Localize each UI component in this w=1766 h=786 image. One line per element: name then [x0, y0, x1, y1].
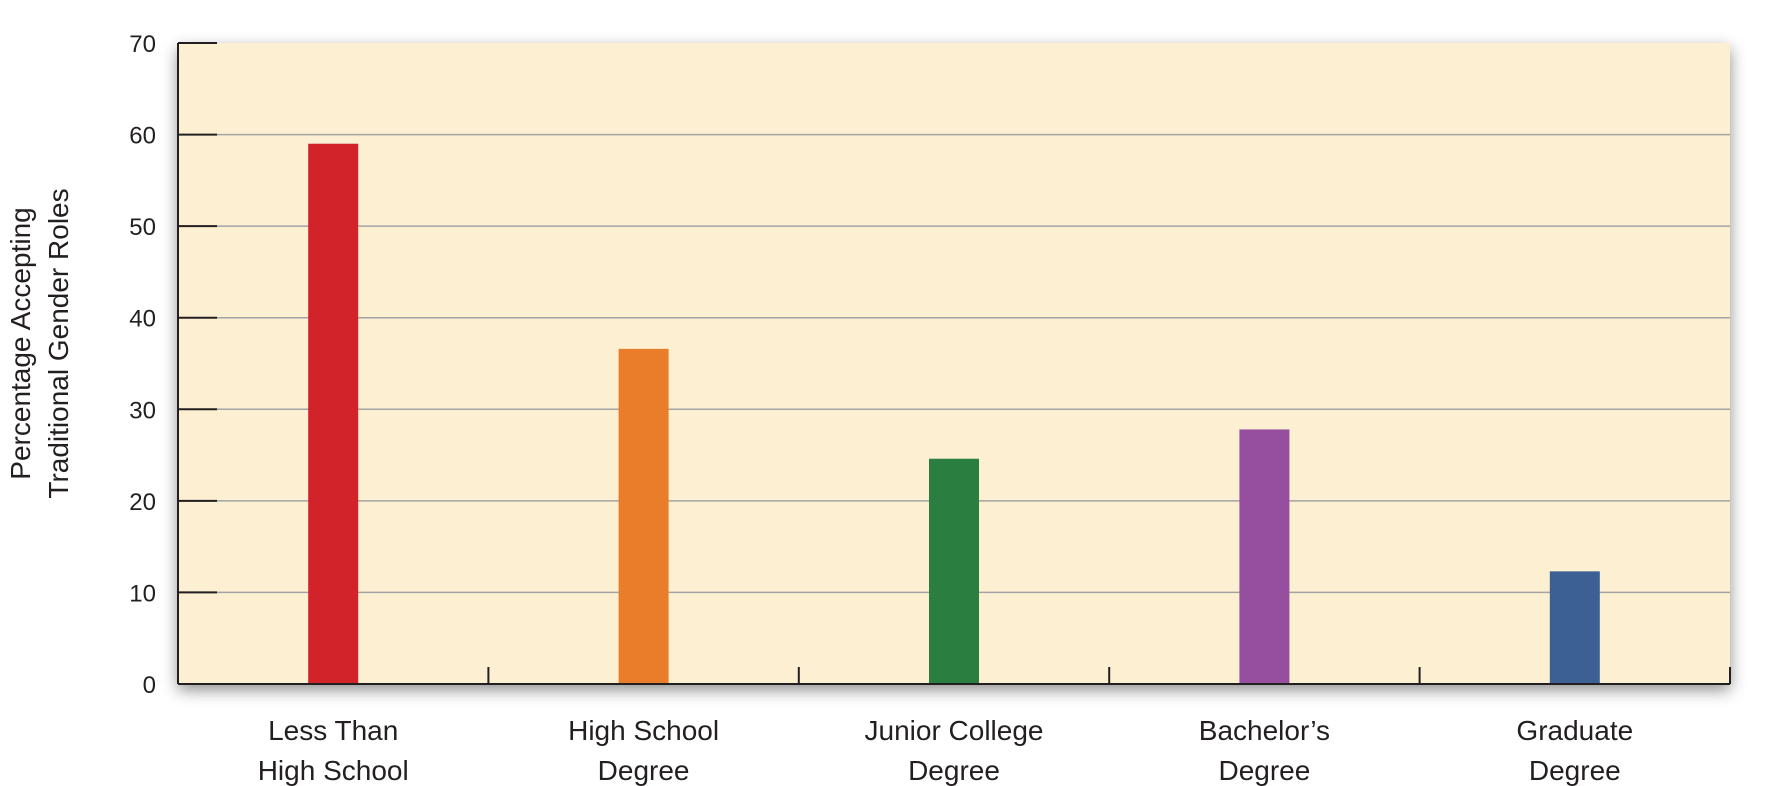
- x-category-label: High School: [258, 755, 409, 786]
- x-category-label: Bachelor’s: [1199, 715, 1330, 746]
- y-tick-label: 40: [129, 306, 156, 333]
- bar: [1239, 429, 1290, 684]
- x-category-label: Less Than: [268, 715, 398, 746]
- x-category-label: Degree: [598, 755, 690, 786]
- y-tick-label: 30: [129, 397, 156, 424]
- bar: [1549, 571, 1600, 684]
- x-category-label: Degree: [1218, 755, 1310, 786]
- y-tick-label: 70: [129, 31, 156, 58]
- y-axis-title: Traditional Gender Roles: [43, 188, 74, 498]
- y-tick-label: 60: [129, 123, 156, 150]
- x-category-label: Junior College: [865, 715, 1044, 746]
- bar: [308, 143, 359, 684]
- bar: [929, 458, 979, 684]
- axes: [177, 42, 1731, 685]
- bars: [308, 143, 1600, 684]
- labels: 0 10 20 30 40 50 60 70 Less Than High School High …: [5, 31, 1633, 786]
- y-tick-label: 20: [129, 489, 156, 516]
- y-tick-label: 10: [129, 580, 156, 607]
- x-category-label: Degree: [1529, 755, 1621, 786]
- y-tick-label: 0: [143, 672, 156, 699]
- x-category-label: High School: [568, 715, 719, 746]
- bar: [618, 348, 669, 684]
- y-axis-title: Percentage Accepting: [5, 207, 36, 479]
- x-category-label: Graduate: [1516, 715, 1633, 746]
- y-tick-label: 50: [129, 214, 156, 241]
- x-category-label: Degree: [908, 755, 1000, 786]
